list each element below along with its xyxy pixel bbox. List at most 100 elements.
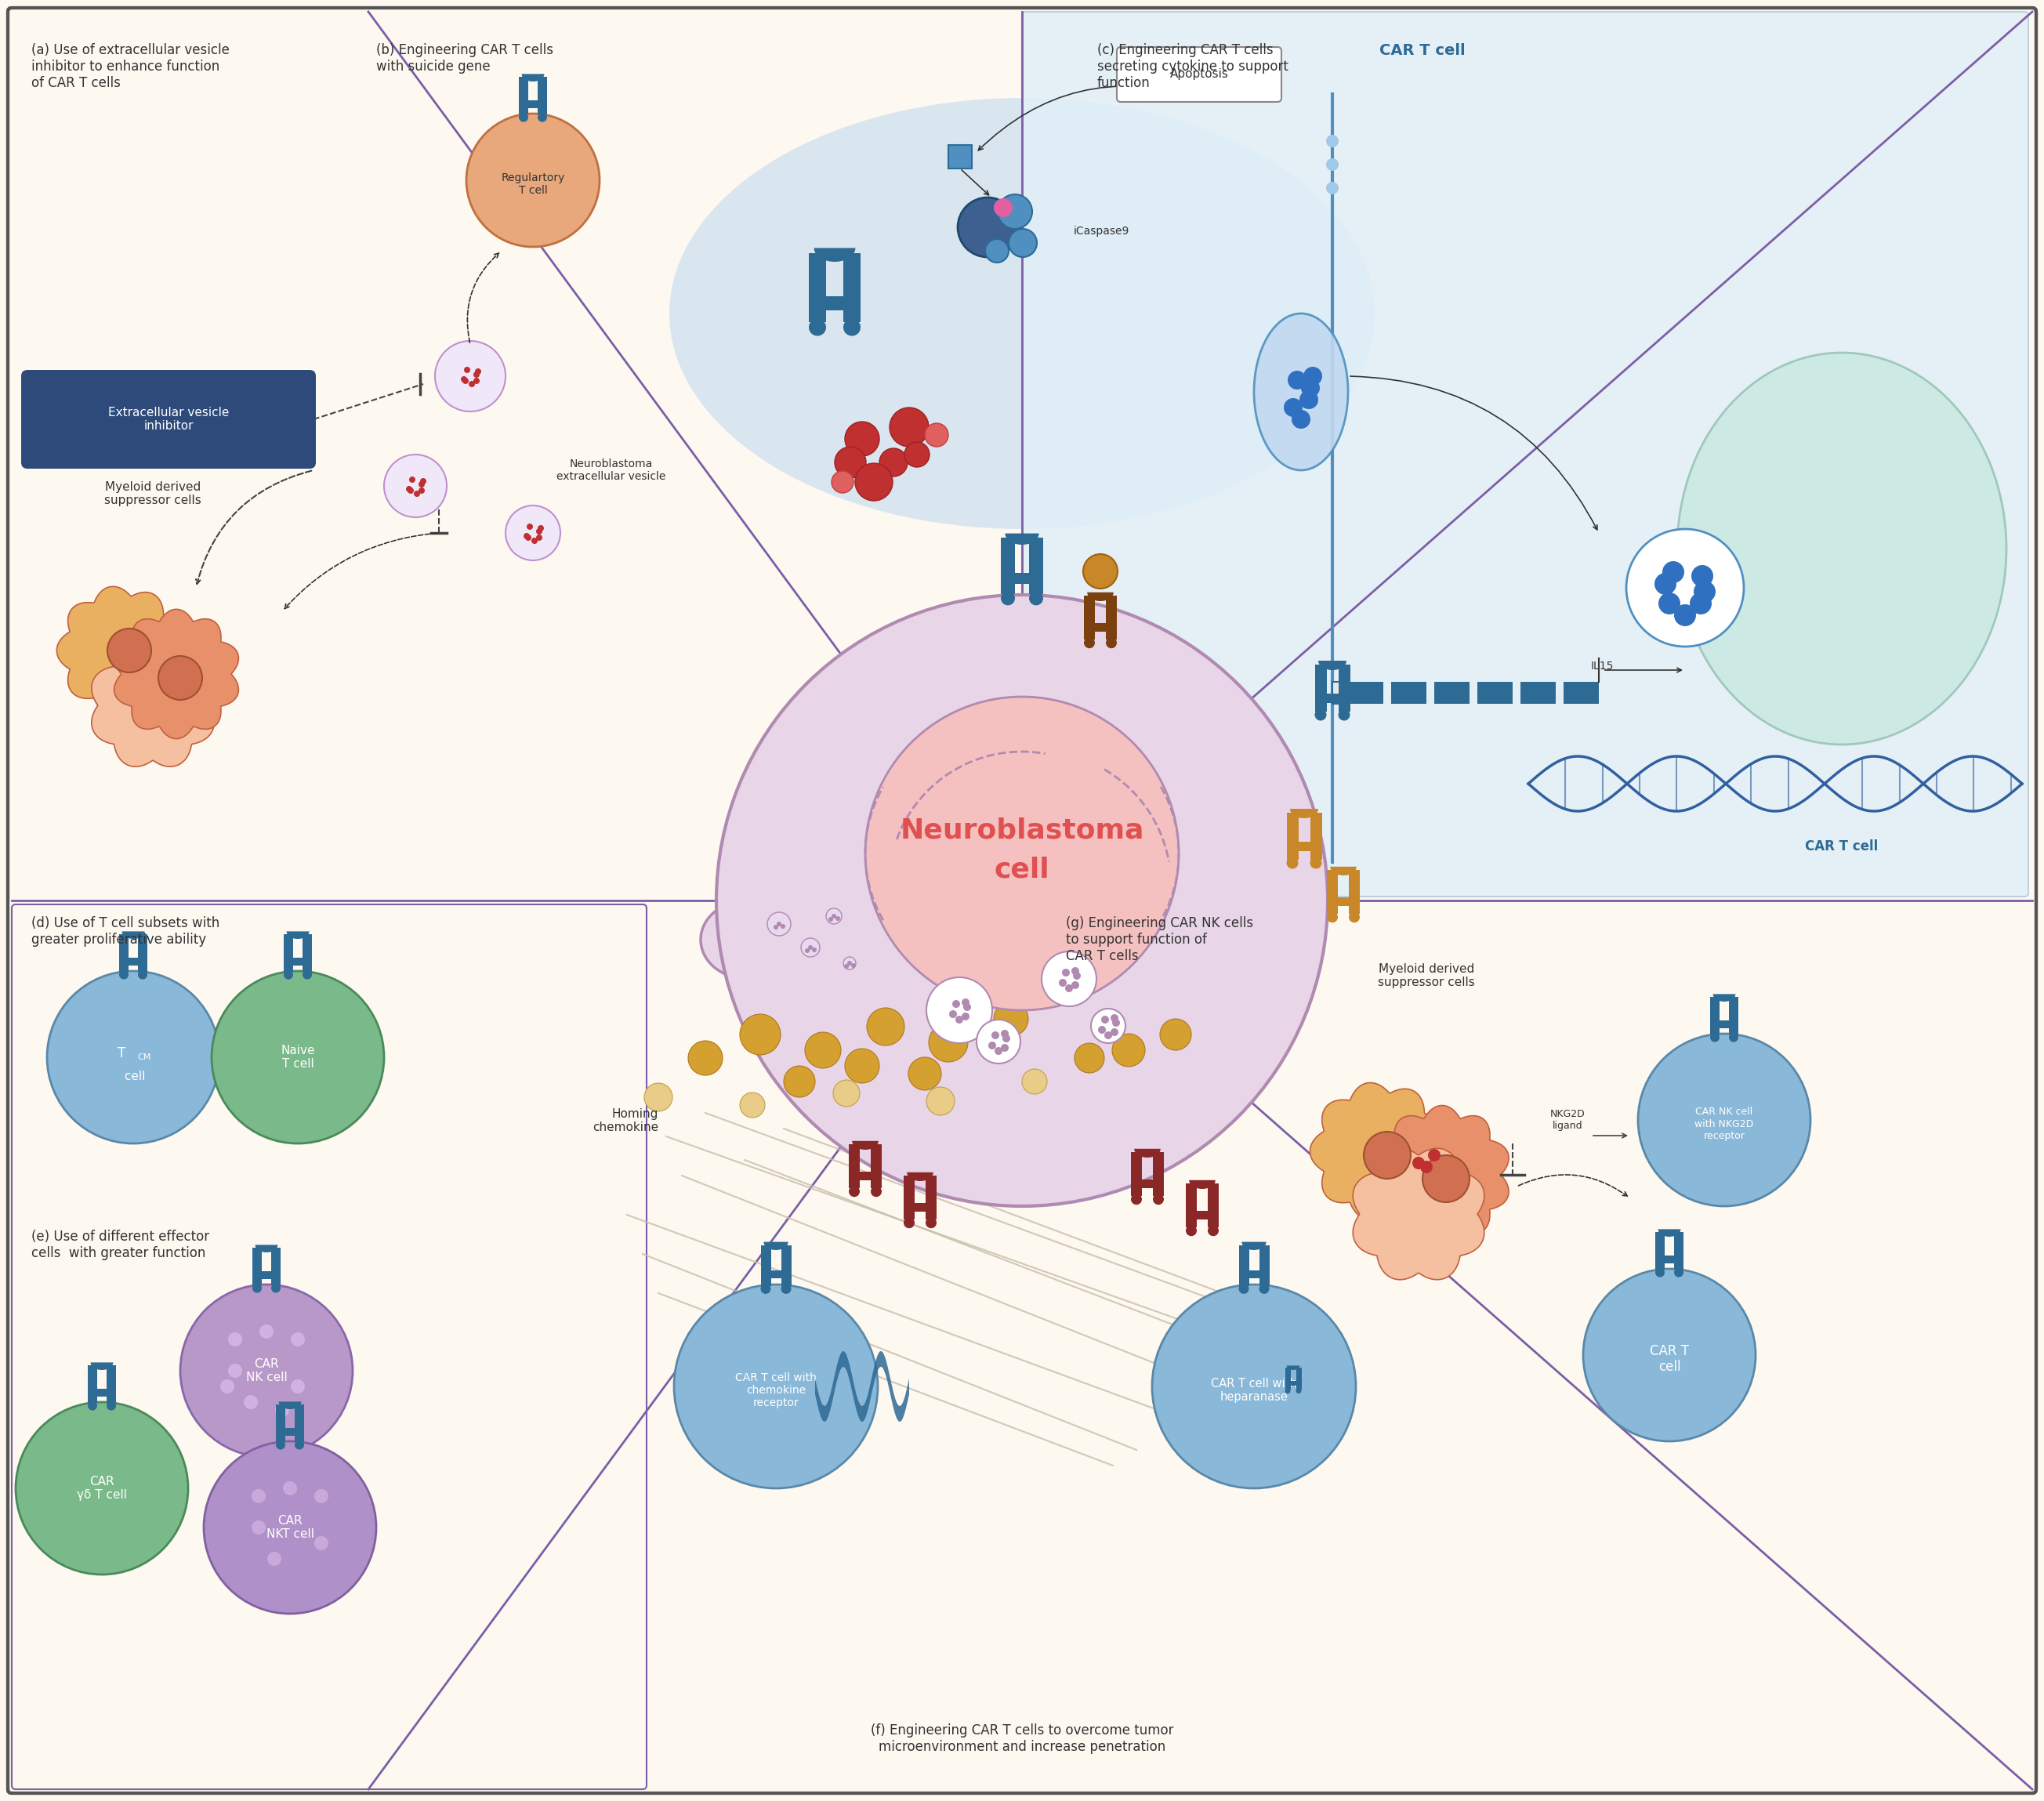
Circle shape xyxy=(926,1217,936,1228)
Ellipse shape xyxy=(1253,313,1349,470)
Polygon shape xyxy=(286,931,309,938)
Circle shape xyxy=(740,1014,781,1055)
Bar xyxy=(1392,683,1427,704)
Circle shape xyxy=(1071,982,1079,989)
Circle shape xyxy=(997,195,1032,229)
Circle shape xyxy=(740,1093,764,1118)
Bar xyxy=(1521,683,1555,704)
Text: Extracellular vesicle
inhibitor: Extracellular vesicle inhibitor xyxy=(108,407,229,432)
Circle shape xyxy=(783,1066,816,1097)
Circle shape xyxy=(1091,1009,1126,1043)
Bar xyxy=(1674,1232,1684,1270)
Polygon shape xyxy=(1353,1149,1484,1281)
Circle shape xyxy=(811,947,818,953)
Circle shape xyxy=(468,380,474,387)
Text: (e) Use of different effector
cells  with greater function: (e) Use of different effector cells with… xyxy=(31,1230,208,1261)
Ellipse shape xyxy=(701,900,795,980)
Polygon shape xyxy=(1087,593,1114,602)
FancyBboxPatch shape xyxy=(1116,47,1282,103)
Circle shape xyxy=(1627,529,1744,647)
Circle shape xyxy=(1112,1034,1145,1066)
Polygon shape xyxy=(90,1362,112,1371)
Text: Myeloid derived
suppressor cells: Myeloid derived suppressor cells xyxy=(104,481,200,506)
Circle shape xyxy=(435,340,505,411)
Circle shape xyxy=(766,913,791,937)
Polygon shape xyxy=(256,1244,278,1252)
Polygon shape xyxy=(1190,1180,1216,1189)
Circle shape xyxy=(47,971,219,1144)
Bar xyxy=(1349,870,1359,913)
Text: Neuroblastoma: Neuroblastoma xyxy=(899,816,1145,843)
Bar xyxy=(276,1428,305,1435)
Circle shape xyxy=(525,535,531,540)
Bar xyxy=(1314,693,1349,702)
Bar xyxy=(251,1248,262,1286)
Bar xyxy=(760,1244,771,1286)
FancyBboxPatch shape xyxy=(20,369,317,468)
Circle shape xyxy=(889,407,928,447)
Circle shape xyxy=(834,1081,861,1106)
Bar xyxy=(1349,683,1384,704)
Text: (b) Engineering CAR T cells
with suicide gene: (b) Engineering CAR T cells with suicide… xyxy=(376,43,554,74)
Circle shape xyxy=(536,528,542,535)
Bar xyxy=(272,1248,280,1286)
Circle shape xyxy=(844,421,879,456)
Bar xyxy=(1314,665,1327,711)
Circle shape xyxy=(908,1057,942,1090)
Circle shape xyxy=(644,1082,672,1111)
Circle shape xyxy=(903,1217,914,1228)
Circle shape xyxy=(1073,973,1081,980)
Circle shape xyxy=(407,488,413,493)
Polygon shape xyxy=(908,1172,934,1181)
Circle shape xyxy=(1363,1131,1410,1178)
Text: IL15: IL15 xyxy=(1590,661,1615,672)
Circle shape xyxy=(1286,857,1298,868)
Circle shape xyxy=(959,198,1018,258)
Bar xyxy=(809,254,826,322)
Circle shape xyxy=(1153,1194,1163,1205)
Circle shape xyxy=(413,490,421,497)
Text: cell: cell xyxy=(121,1072,145,1082)
Circle shape xyxy=(689,1041,724,1075)
Circle shape xyxy=(836,917,840,920)
Text: (f) Engineering CAR T cells to overcome tumor
microenvironment and increase pene: (f) Engineering CAR T cells to overcome … xyxy=(871,1724,1173,1754)
Circle shape xyxy=(805,1032,840,1068)
Circle shape xyxy=(832,913,836,919)
Bar xyxy=(903,1176,914,1219)
Circle shape xyxy=(867,1009,903,1046)
Bar xyxy=(276,1405,286,1443)
Circle shape xyxy=(180,1284,354,1457)
Circle shape xyxy=(854,463,893,501)
Circle shape xyxy=(1412,1156,1425,1169)
Circle shape xyxy=(961,998,969,1007)
Bar xyxy=(1130,1153,1143,1196)
Circle shape xyxy=(773,924,779,929)
Bar xyxy=(1296,1367,1302,1389)
Circle shape xyxy=(977,1019,1020,1064)
Circle shape xyxy=(1327,135,1339,148)
Circle shape xyxy=(282,1480,296,1495)
Circle shape xyxy=(993,198,1012,218)
Bar xyxy=(538,77,548,115)
Circle shape xyxy=(419,481,425,488)
Circle shape xyxy=(1002,591,1016,605)
Circle shape xyxy=(1002,1034,1010,1043)
Bar xyxy=(519,101,548,108)
Circle shape xyxy=(1284,398,1302,418)
Text: CM: CM xyxy=(137,1054,151,1061)
Circle shape xyxy=(1690,566,1713,587)
Circle shape xyxy=(807,946,814,949)
Circle shape xyxy=(1674,605,1697,627)
Polygon shape xyxy=(123,931,145,938)
Circle shape xyxy=(108,629,151,672)
Circle shape xyxy=(1314,710,1327,720)
Text: CAR NK cell
with NKG2D
receptor: CAR NK cell with NKG2D receptor xyxy=(1694,1108,1754,1140)
Bar xyxy=(871,1144,881,1189)
Text: Homing
chemokine: Homing chemokine xyxy=(593,1108,658,1133)
Bar xyxy=(519,77,527,115)
Circle shape xyxy=(1302,378,1320,398)
Bar xyxy=(251,1272,280,1279)
Bar xyxy=(1333,683,1349,704)
Circle shape xyxy=(272,1284,280,1293)
Circle shape xyxy=(715,594,1329,1207)
